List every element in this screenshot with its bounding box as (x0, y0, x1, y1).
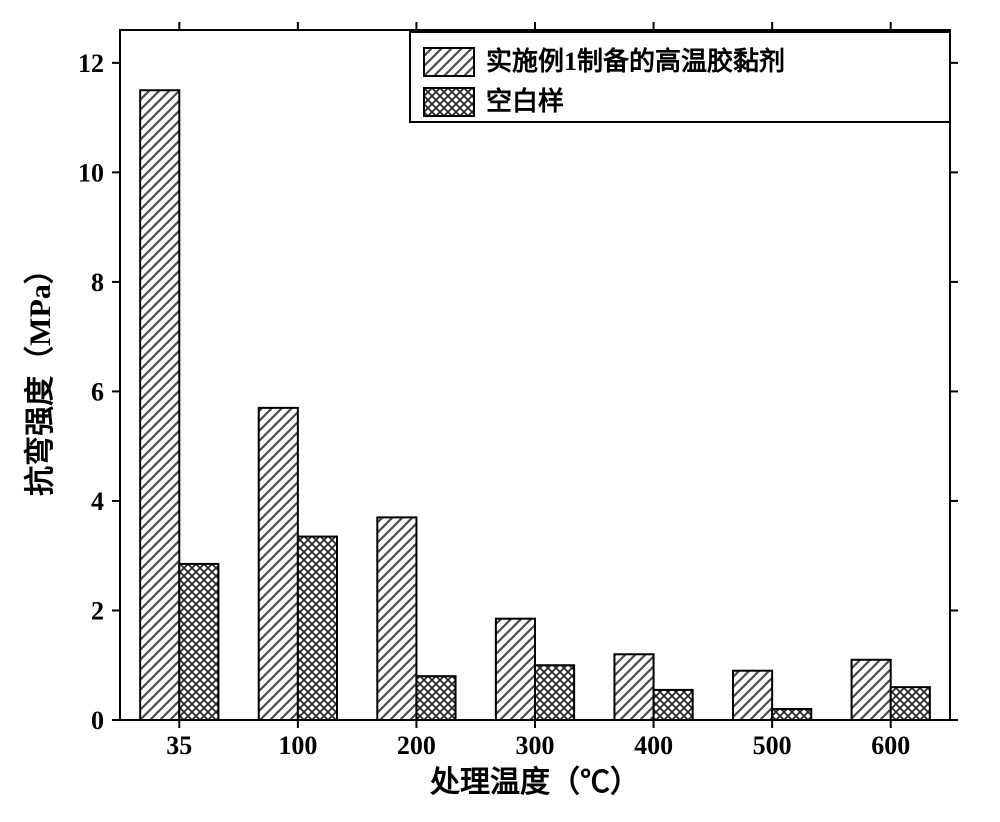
bar (891, 687, 930, 720)
y-tick-label: 8 (91, 268, 104, 297)
y-axis-label: 抗弯强度（MPa） (23, 254, 57, 496)
y-tick-label: 6 (91, 377, 104, 406)
y-tick-label: 10 (78, 158, 104, 187)
bar (852, 660, 891, 720)
bar (535, 665, 574, 720)
x-tick-label: 600 (871, 731, 910, 760)
y-tick-label: 4 (91, 487, 104, 516)
legend-label: 空白样 (486, 86, 564, 116)
bar (496, 619, 535, 720)
legend-swatch (424, 88, 474, 116)
y-tick-label: 2 (91, 596, 104, 625)
x-tick-label: 35 (166, 731, 192, 760)
bar (179, 564, 218, 720)
bar (140, 90, 179, 720)
bar (377, 517, 416, 720)
bar (259, 408, 298, 720)
bar (772, 709, 811, 720)
y-tick-label: 12 (78, 49, 104, 78)
x-tick-label: 100 (278, 731, 317, 760)
x-tick-label: 200 (397, 731, 436, 760)
legend-label: 实施例1制备的高温胶黏剂 (486, 46, 785, 76)
x-tick-label: 500 (753, 731, 792, 760)
y-tick-label: 0 (91, 706, 104, 735)
bar (614, 654, 653, 720)
bar (416, 676, 455, 720)
bar-chart: 0 2 4 6 8 10 12 35 100 200 300 400 500 600 实施例1制备的高温胶… (0, 0, 1000, 822)
x-axis-label: 处理温度（℃） (429, 765, 640, 799)
x-tick-label: 300 (516, 731, 555, 760)
bar (733, 671, 772, 720)
bar (654, 690, 693, 720)
legend-swatch (424, 48, 474, 76)
x-tick-label: 400 (634, 731, 673, 760)
bar (298, 537, 337, 720)
chart-container: 0 2 4 6 8 10 12 35 100 200 300 400 500 600 实施例1制备的高温胶… (0, 0, 1000, 822)
